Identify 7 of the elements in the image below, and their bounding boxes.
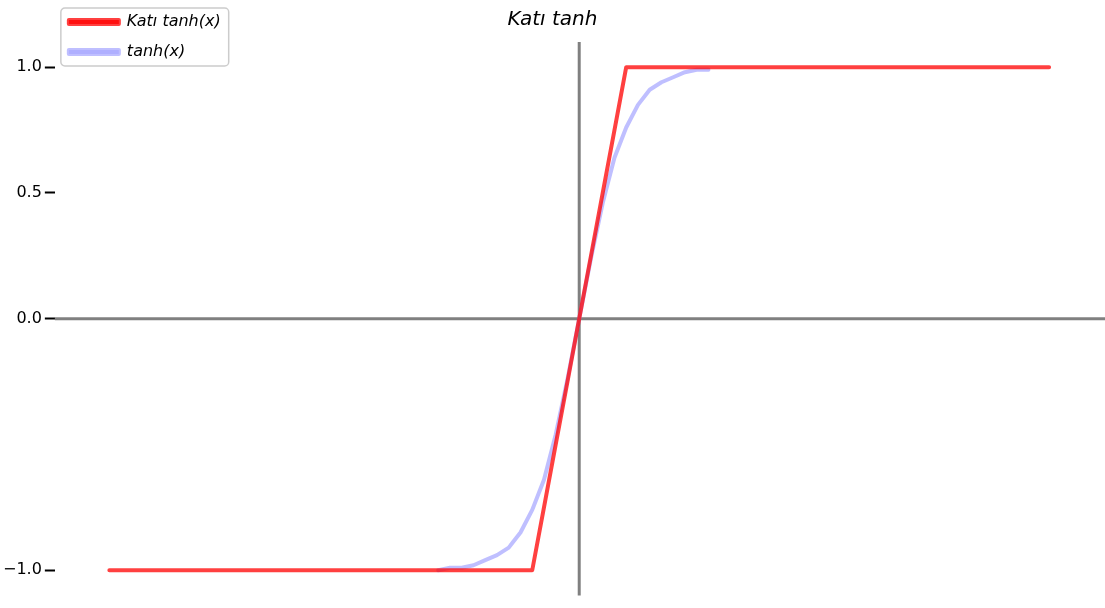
y-tick-label: 0.0 [16, 307, 42, 327]
legend-label: Katı tanh(x) [126, 11, 221, 31]
y-tick-label: −1.0 [2, 559, 42, 579]
y-tick-label: 0.5 [16, 182, 42, 202]
y-tick-label: 1.0 [16, 56, 42, 76]
chart-title: Katı tanh [507, 6, 598, 31]
legend-label: tanh(x) [126, 41, 186, 61]
